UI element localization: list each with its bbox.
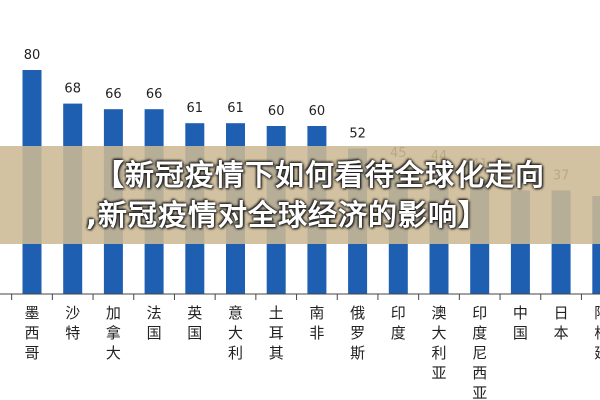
value-label-5: 61 [227, 101, 244, 116]
value-label-1: 68 [64, 82, 81, 97]
value-label-7: 60 [309, 104, 326, 119]
category-label-6: 土耳其 [269, 304, 284, 362]
value-label-0: 80 [24, 48, 41, 63]
category-label-12: 中国 [513, 304, 528, 342]
category-label-14: 阿根廷 [594, 304, 600, 362]
title-banner: 【新冠疫情下如何看待全球化走向 ,新冠疫情对全球经济的影响】 [0, 146, 600, 244]
category-label-8: 俄罗斯 [350, 304, 365, 362]
value-label-8: 52 [349, 126, 366, 141]
category-label-5: 意大利 [228, 304, 243, 362]
category-label-2: 加拿大 [106, 304, 121, 362]
category-label-13: 日本 [554, 304, 569, 342]
value-label-4: 61 [187, 101, 204, 116]
category-label-9: 印度 [391, 304, 406, 342]
category-label-3: 法国 [147, 304, 162, 342]
banner-title-line-1: 【新冠疫情下如何看待全球化走向 [94, 158, 545, 192]
banner-title-line-2: ,新冠疫情对全球经济的影响】 [86, 198, 489, 232]
value-label-6: 60 [268, 104, 285, 119]
value-label-2: 66 [105, 87, 122, 102]
category-label-4: 英国 [187, 304, 202, 342]
bar-14 [592, 196, 600, 294]
category-label-0: 墨西哥 [24, 304, 39, 362]
value-label-3: 66 [146, 87, 163, 102]
category-label-11: 印度尼西亚 [472, 304, 487, 400]
category-label-7: 南非 [309, 304, 324, 342]
category-label-10: 澳大利亚 [431, 304, 446, 382]
category-label-1: 沙特 [65, 304, 80, 342]
